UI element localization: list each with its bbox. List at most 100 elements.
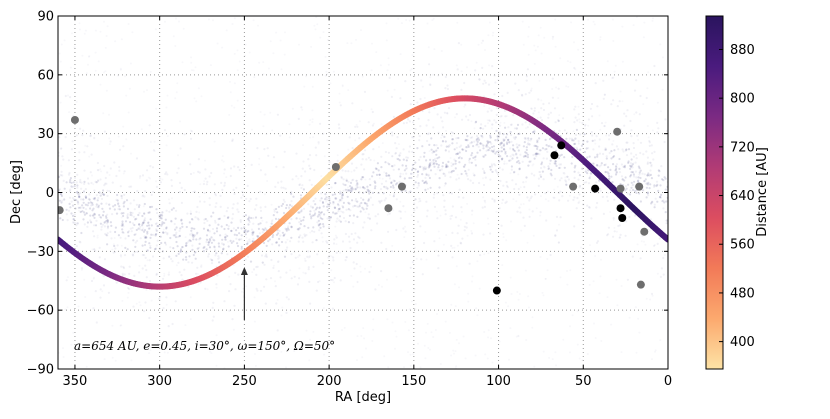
background-dot [83,170,85,172]
background-dot [320,217,322,219]
background-dot [361,176,363,178]
background-dot [145,269,147,271]
background-dot [503,122,505,124]
background-dot [312,206,314,208]
background-dot [308,266,310,268]
background-dot [67,219,69,221]
background-dot [586,156,588,158]
background-dot [341,211,343,213]
background-dot [154,150,156,152]
background-dot [138,204,140,206]
background-dot [602,153,604,155]
background-dot [142,174,144,176]
background-dot [482,234,484,236]
background-dot [451,165,453,167]
background-dot [301,109,303,111]
background-dot [254,296,256,298]
background-dot [300,106,302,108]
background-dot [227,207,229,209]
background-dot [627,279,629,281]
background-dot [573,143,575,145]
x-tick-label: 50 [575,374,592,389]
background-dot [660,110,662,112]
background-dot [579,358,581,360]
background-dot [221,159,223,161]
background-dot [121,228,123,230]
background-dot [657,243,659,245]
background-dot [399,159,401,161]
background-dot [295,175,297,177]
background-dot [407,351,409,353]
background-dot [127,217,129,219]
background-dot [429,84,431,86]
background-dot [518,149,520,151]
background-dot [178,21,180,23]
background-dot [493,93,495,95]
background-dot [350,42,352,44]
background-dot [272,219,274,221]
background-dot [650,164,652,166]
background-dot [199,183,201,185]
background-dot [646,97,648,99]
background-dot [284,256,286,258]
background-dot [374,182,376,184]
background-dot [258,158,260,160]
background-dot [82,130,84,132]
background-dot [599,129,601,131]
background-dot [278,206,280,208]
background-dot [140,304,142,306]
background-dot [223,185,225,187]
x-tick-label: 150 [401,374,426,389]
background-dot [306,330,308,332]
background-dot [297,283,299,285]
background-dot [319,280,321,282]
background-dot [230,175,232,177]
background-dot [171,197,173,199]
background-dot [99,256,101,258]
background-dot [646,298,648,300]
background-dot [496,114,498,116]
background-dot [237,166,239,168]
background-dot [193,228,195,230]
background-dot [87,204,89,206]
background-dot [531,327,533,329]
background-dot [465,173,467,175]
background-dot [184,324,186,326]
background-dot [181,279,183,281]
background-dot [503,139,505,141]
background-dot [537,46,539,48]
background-dot [95,224,97,226]
background-dot [301,237,303,239]
background-dot [339,93,341,95]
background-dot [176,172,178,174]
background-dot [608,175,610,177]
background-dot [368,121,370,123]
background-dot [521,123,523,125]
object-point [332,163,340,171]
background-dot [538,111,540,113]
background-dot [445,130,447,132]
background-dot [311,109,313,111]
background-dot [223,300,225,302]
background-dot [470,230,472,232]
background-dot [124,170,126,172]
background-dot [541,161,543,163]
background-dot [81,269,83,271]
background-dot [392,187,394,189]
background-dot [236,208,238,210]
background-dot [430,137,432,139]
background-dot [463,82,465,84]
background-dot [630,152,632,154]
background-dot [60,201,62,203]
background-dot [73,222,75,224]
background-dot [442,140,444,142]
background-dot [286,249,288,251]
background-dot [627,162,629,164]
background-dot [518,144,520,146]
background-dot [230,91,232,93]
background-dot [603,213,605,215]
colorbar [706,16,723,369]
background-dot [613,217,615,219]
background-dot [514,83,516,85]
background-dot [543,351,545,353]
